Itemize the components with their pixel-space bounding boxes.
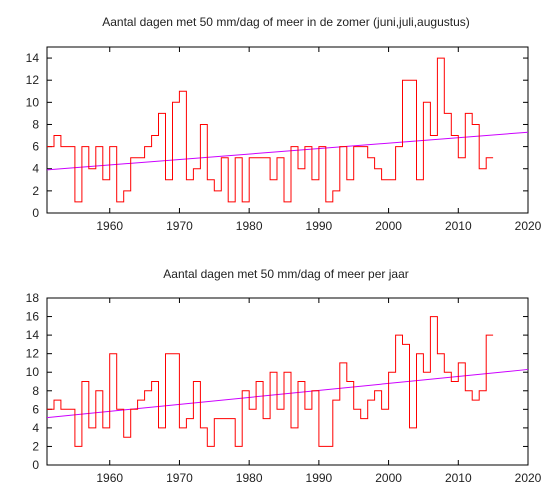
plot-frame: [46, 297, 529, 466]
y-tick-label: 14: [26, 51, 40, 65]
x-tick-label: 1970: [166, 471, 193, 485]
y-tick-label: 10: [26, 95, 40, 109]
x-tick-label: 1980: [236, 471, 263, 485]
y-tick-label: 8: [32, 384, 39, 398]
y-tick-label: 2: [32, 184, 39, 198]
y-tick-label: 14: [26, 328, 40, 342]
chart-title: Aantal dagen met 50 mm/dag of meer per j…: [163, 267, 408, 281]
x-tick-label: 1990: [306, 471, 333, 485]
x-tick-label: 2000: [375, 471, 402, 485]
x-tick-label: 2020: [515, 471, 542, 485]
x-tick-label: 1970: [166, 219, 193, 233]
y-tick-label: 2: [32, 439, 39, 453]
y-tick-label: 16: [26, 310, 40, 324]
x-tick-label: 1990: [306, 219, 333, 233]
y-tick-label: 4: [32, 162, 39, 176]
series-step-line: [47, 316, 494, 447]
x-tick-label: 2000: [375, 219, 402, 233]
y-tick-label: 4: [32, 421, 39, 435]
y-tick-label: 6: [32, 402, 39, 416]
x-tick-label: 1960: [96, 219, 123, 233]
chart-title: Aantal dagen met 50 mm/dag of meer in de…: [102, 15, 470, 29]
y-tick-label: 12: [26, 347, 40, 361]
y-tick-label: 18: [26, 291, 40, 305]
x-tick-label: 1980: [236, 219, 263, 233]
plot-frame: [46, 46, 529, 214]
trend-line: [46, 368, 529, 419]
y-tick-label: 0: [32, 206, 39, 220]
trend-line: [46, 131, 529, 171]
y-tick-label: 12: [26, 73, 40, 87]
series-step-line: [47, 57, 494, 203]
y-tick-label: 10: [26, 365, 40, 379]
x-tick-label: 2020: [515, 219, 542, 233]
x-tick-label: 2010: [445, 219, 472, 233]
y-tick-label: 8: [32, 117, 39, 131]
y-tick-label: 0: [32, 458, 39, 472]
x-tick-label: 2010: [445, 471, 472, 485]
x-tick-label: 1960: [96, 471, 123, 485]
y-tick-label: 6: [32, 140, 39, 154]
